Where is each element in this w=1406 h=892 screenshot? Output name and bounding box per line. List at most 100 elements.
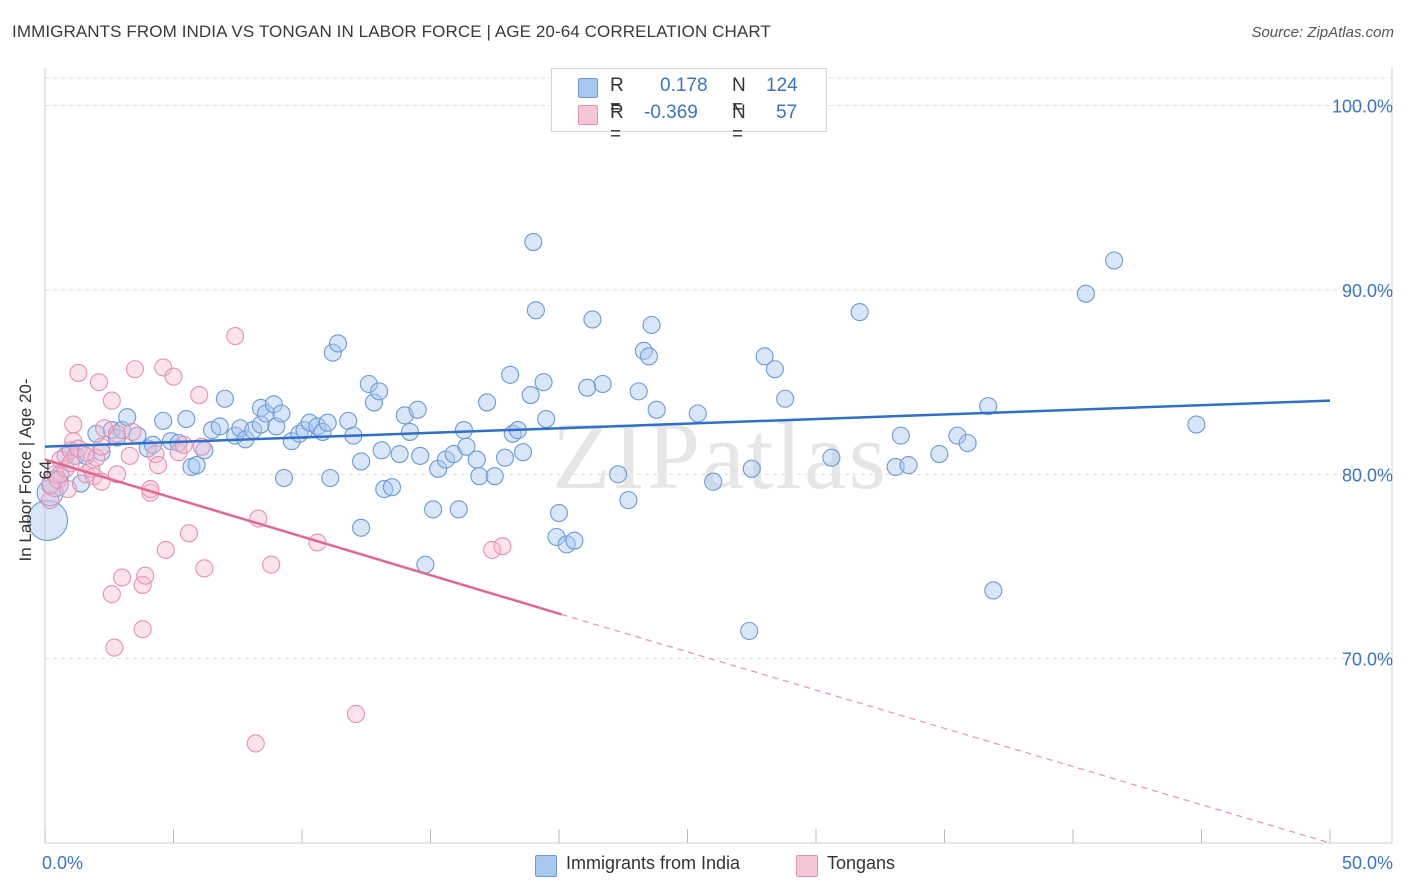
tongan-trend-extension: [561, 613, 1331, 844]
bottom-legend-swatch-india: [535, 855, 557, 877]
y-tick-label: 80.0%: [1342, 465, 1393, 485]
india-point: [1105, 251, 1124, 270]
india-point: [495, 448, 515, 467]
india-point: [740, 621, 759, 641]
legend: R = 0.178 N = 124 R = -0.369 N = 57: [551, 68, 827, 145]
india-point: [609, 465, 628, 484]
india-point: [1076, 284, 1095, 303]
india-point: [755, 347, 774, 366]
tongan-point: [174, 435, 193, 454]
india-point: [526, 301, 545, 320]
x-tick-label: 50.0%: [1342, 853, 1393, 873]
y-tick-label: 90.0%: [1342, 281, 1393, 301]
grid-lines: [45, 77, 1392, 660]
india-point: [647, 400, 666, 419]
tongan-point: [226, 327, 245, 346]
india-point: [979, 397, 998, 416]
tongan-point: [113, 568, 132, 587]
india-point: [408, 400, 427, 419]
y-tick-label: 70.0%: [1342, 650, 1393, 670]
tongan-point: [133, 620, 152, 639]
tongan-point: [41, 491, 60, 510]
tongan-point: [346, 704, 366, 724]
india-point: [565, 531, 584, 550]
india-points: [27, 233, 1206, 641]
india-point: [454, 421, 473, 440]
watermark: ZIPatlas: [552, 402, 888, 509]
tongan-point: [102, 585, 121, 604]
legend-r-value: 0.178: [660, 75, 708, 96]
india-point: [642, 315, 661, 335]
x-tick-labels: 0.0% 50.0%: [42, 853, 1393, 873]
legend-r-label: R =: [610, 102, 624, 145]
tongan-point: [190, 386, 209, 405]
india-point: [930, 444, 949, 464]
india-point: [264, 395, 283, 414]
india-point: [619, 491, 638, 510]
legend-swatch-tongan: [578, 105, 598, 125]
tongan-point: [179, 524, 198, 543]
tongan-point: [59, 480, 78, 499]
india-point: [328, 334, 348, 353]
tongan-point: [164, 367, 183, 386]
india-point: [411, 446, 430, 465]
india-point: [537, 409, 556, 429]
tongan-point: [156, 540, 175, 559]
india-point: [578, 378, 597, 397]
tongan-point: [92, 437, 111, 456]
india-point: [429, 459, 448, 478]
india-point: [400, 422, 419, 441]
tongan-point: [102, 391, 121, 410]
tongan-point: [107, 424, 127, 443]
tongan-point: [120, 446, 139, 465]
india-point: [1187, 415, 1206, 434]
tongan-point: [195, 559, 214, 578]
india-point: [375, 480, 394, 499]
legend-n-value: 57: [776, 102, 798, 123]
tongan-point: [105, 638, 124, 657]
india-point: [634, 341, 653, 360]
india-point: [477, 393, 497, 412]
bottom-legend-tongan: Tongans: [827, 853, 896, 873]
tongan-point: [87, 448, 106, 467]
india-point: [177, 409, 196, 429]
y-tick-labels: 70.0% 80.0% 90.0% 100.0%: [1332, 97, 1393, 670]
india-trend-line: [44, 399, 1331, 448]
india-point: [27, 499, 69, 541]
india-point: [891, 426, 910, 445]
legend-n-value: 124: [766, 75, 798, 96]
tongan-point: [146, 444, 165, 464]
bottom-legend-swatch-tongan: [796, 855, 818, 877]
y-tick-label: 100.0%: [1332, 97, 1393, 117]
legend-n-label: N =: [732, 102, 746, 145]
india-point: [549, 503, 569, 523]
legend-r-label: R =: [610, 75, 624, 118]
india-point: [958, 433, 977, 453]
bottom-legend-india: Immigrants from India: [566, 853, 741, 873]
india-point: [524, 233, 543, 252]
y-axis-label: In Labor Force | Age 20-64: [16, 378, 55, 562]
india-point: [364, 393, 384, 412]
india-point: [822, 448, 841, 467]
tongan-point: [125, 360, 144, 379]
source-label: Source: ZipAtlas.com: [1251, 24, 1394, 41]
tongan-point: [136, 566, 155, 585]
india-point: [688, 404, 707, 423]
tongan-point: [123, 422, 142, 441]
india-point: [470, 467, 489, 486]
india-point: [36, 479, 64, 507]
x-tick-label: 0.0%: [42, 853, 83, 873]
india-point: [321, 468, 340, 488]
india-point: [513, 443, 533, 462]
india-point: [210, 417, 229, 436]
trend-lines: [44, 399, 1331, 844]
india-point: [765, 360, 784, 379]
india-point: [485, 467, 504, 486]
india-point: [449, 500, 468, 519]
india-point: [256, 404, 276, 423]
tongan-point: [483, 540, 502, 559]
tongan-point: [89, 373, 109, 392]
india-point: [850, 303, 869, 322]
tongan-point: [262, 555, 281, 574]
